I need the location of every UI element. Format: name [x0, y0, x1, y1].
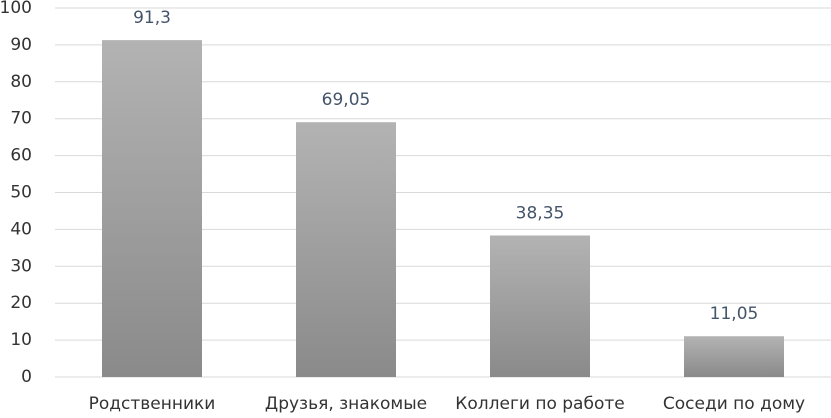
- bar: [102, 40, 202, 378]
- y-tick-label: 70: [10, 109, 32, 129]
- bar: [684, 336, 784, 377]
- y-tick-label: 30: [10, 256, 32, 276]
- y-tick-label: 40: [10, 219, 32, 239]
- y-tick-label: 90: [10, 35, 32, 55]
- y-tick-label: 0: [21, 367, 32, 387]
- value-label: 11,05: [710, 304, 759, 324]
- y-tick-label: 10: [10, 330, 32, 350]
- value-label: 69,05: [322, 90, 371, 110]
- y-tick-label: 20: [10, 293, 32, 313]
- y-tick-label: 60: [10, 146, 32, 166]
- y-tick-label: 80: [10, 72, 32, 92]
- y-tick-label: 100: [0, 0, 32, 18]
- value-label: 38,35: [516, 203, 565, 223]
- bar: [296, 122, 396, 377]
- bar: [490, 235, 590, 377]
- value-label: 91,3: [133, 8, 171, 28]
- x-tick-label: Друзья, знакомые: [265, 394, 427, 414]
- x-tick-label: Коллеги по работе: [455, 394, 624, 414]
- x-tick-label: Соседи по дому: [663, 394, 805, 414]
- y-tick-label: 50: [10, 183, 32, 203]
- x-tick-label: Родственники: [89, 394, 216, 414]
